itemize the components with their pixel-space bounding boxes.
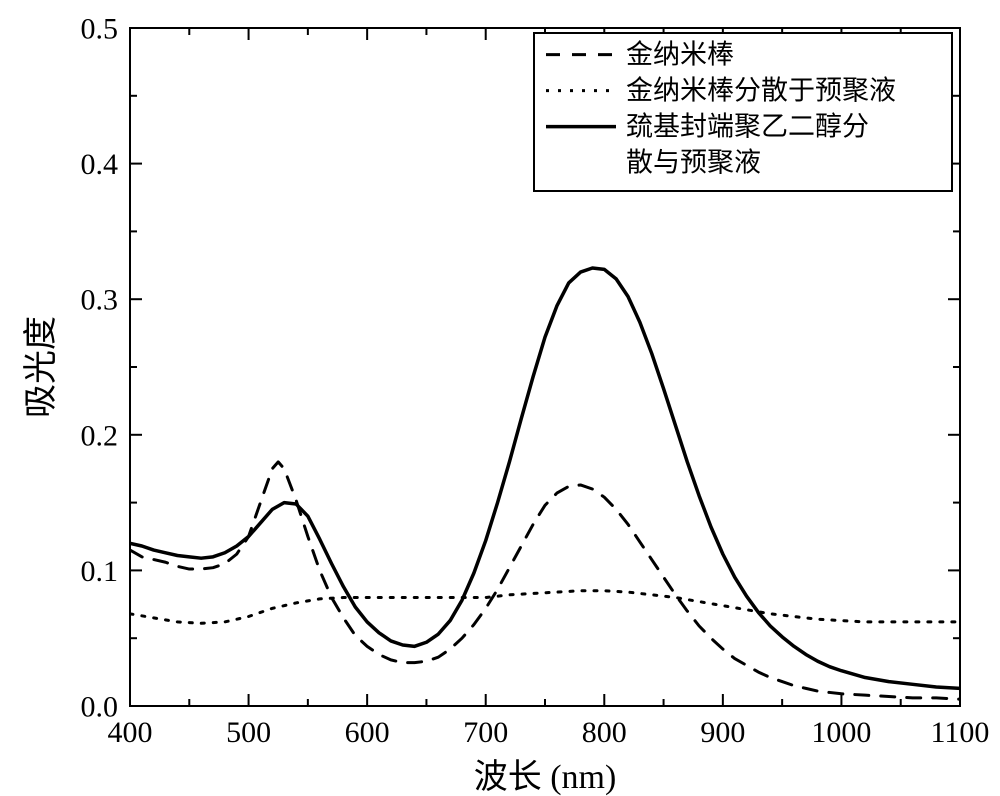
y-tick-label: 0.0 <box>81 691 119 724</box>
legend-label: 金纳米棒 <box>626 39 734 69</box>
y-axis-label: 吸光度 <box>22 316 60 418</box>
y-tick-label: 0.2 <box>81 419 119 452</box>
y-tick-label: 0.1 <box>81 555 119 588</box>
x-tick-label: 1100 <box>931 716 990 749</box>
x-axis-label: 波长 (nm) <box>474 758 617 796</box>
y-tick-label: 0.4 <box>81 148 119 181</box>
x-tick-label: 600 <box>345 716 390 749</box>
legend-label: 散与预聚液 <box>626 147 761 177</box>
y-tick-label: 0.3 <box>81 284 119 317</box>
legend-label: 巯基封端聚乙二醇分 <box>626 111 869 141</box>
x-tick-label: 700 <box>463 716 508 749</box>
x-tick-label: 500 <box>226 716 271 749</box>
legend-label: 金纳米棒分散于预聚液 <box>626 75 896 105</box>
x-tick-label: 900 <box>700 716 745 749</box>
absorbance-line-chart: 400500600700800900100011000.00.10.20.30.… <box>0 0 1000 796</box>
x-tick-label: 1000 <box>811 716 871 749</box>
chart-container: 400500600700800900100011000.00.10.20.30.… <box>0 0 1000 796</box>
y-tick-label: 0.5 <box>81 13 119 46</box>
x-tick-label: 800 <box>582 716 627 749</box>
